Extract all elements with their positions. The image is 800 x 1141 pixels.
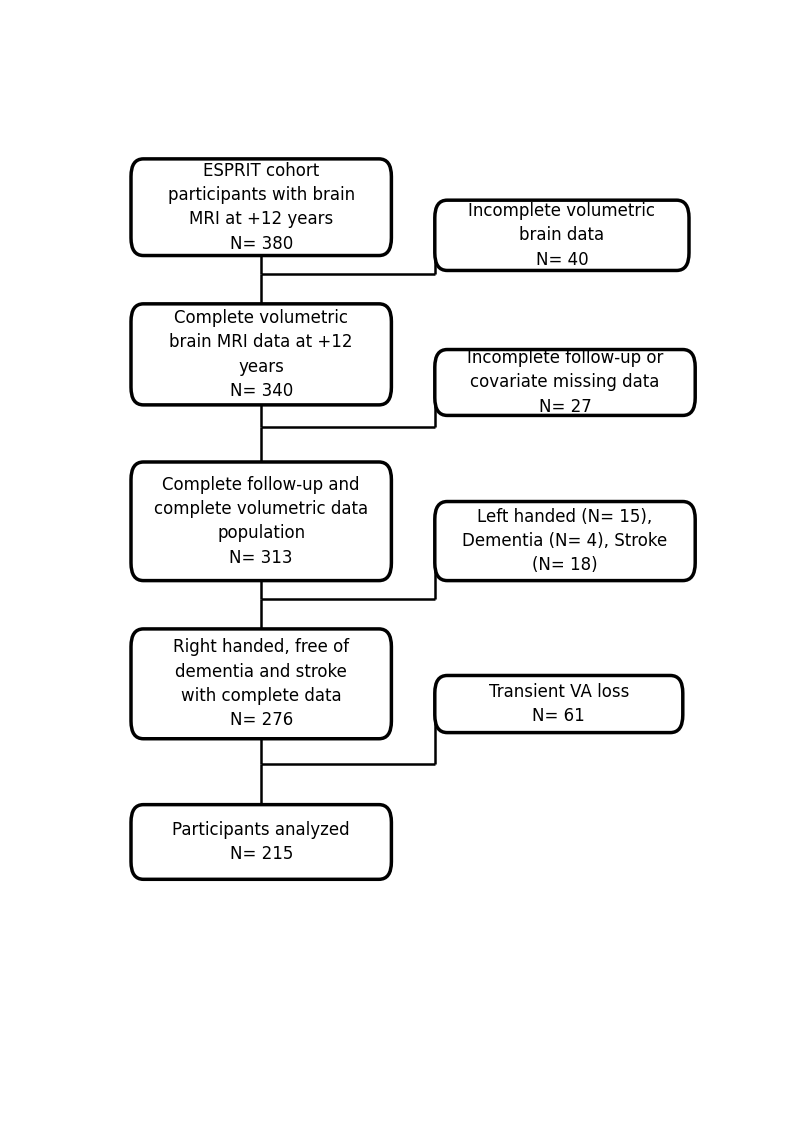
Text: Complete follow-up and
complete volumetric data
population
N= 313: Complete follow-up and complete volumetr… (154, 476, 368, 567)
Text: Participants analyzed
N= 215: Participants analyzed N= 215 (172, 820, 350, 863)
FancyBboxPatch shape (131, 629, 391, 738)
FancyBboxPatch shape (131, 304, 391, 405)
FancyBboxPatch shape (435, 200, 689, 270)
Text: Left handed (N= 15),
Dementia (N= 4), Stroke
(N= 18): Left handed (N= 15), Dementia (N= 4), St… (462, 508, 668, 574)
Text: Incomplete volumetric
brain data
N= 40: Incomplete volumetric brain data N= 40 (469, 202, 655, 268)
Text: Right handed, free of
dementia and stroke
with complete data
N= 276: Right handed, free of dementia and strok… (173, 638, 350, 729)
FancyBboxPatch shape (131, 462, 391, 581)
Text: Incomplete follow-up or
covariate missing data
N= 27: Incomplete follow-up or covariate missin… (467, 349, 663, 415)
Text: ESPRIT cohort
participants with brain
MRI at +12 years
N= 380: ESPRIT cohort participants with brain MR… (168, 162, 354, 252)
FancyBboxPatch shape (435, 502, 695, 581)
FancyBboxPatch shape (131, 159, 391, 256)
FancyBboxPatch shape (435, 675, 683, 733)
FancyBboxPatch shape (131, 804, 391, 880)
Text: Complete volumetric
brain MRI data at +12
years
N= 340: Complete volumetric brain MRI data at +1… (170, 309, 353, 399)
FancyBboxPatch shape (435, 349, 695, 415)
Text: Transient VA loss
N= 61: Transient VA loss N= 61 (489, 682, 629, 726)
